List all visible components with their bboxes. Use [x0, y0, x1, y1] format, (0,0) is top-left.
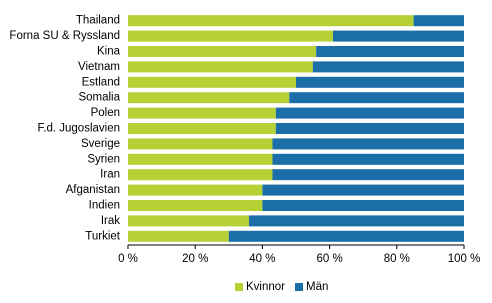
legend-label: Män: [306, 281, 328, 293]
y-tick-label: Kina: [97, 46, 121, 58]
bar-segment: [332, 30, 464, 42]
bar-segment: [228, 230, 464, 242]
bar-segment: [272, 138, 464, 150]
x-tick-label: 0 %: [118, 253, 138, 265]
bar-segment: [262, 184, 464, 196]
bar-segment: [128, 46, 317, 57]
bar-segment: [128, 200, 263, 211]
bar-segment: [128, 153, 273, 165]
y-tick-label: Sverige: [81, 138, 120, 150]
x-tick-label: 60 %: [316, 253, 342, 265]
bar-segment: [275, 107, 464, 119]
x-tick-label: 20 %: [182, 253, 208, 265]
legend-swatch: [295, 283, 303, 291]
bar-segment: [128, 169, 273, 181]
bar-segment: [128, 215, 249, 227]
bar-segment: [128, 61, 313, 73]
bar-segment: [275, 123, 464, 134]
legend-label: Kvinnor: [246, 281, 285, 293]
y-tick-label: Syrien: [87, 153, 120, 165]
bar-segment: [316, 46, 464, 57]
x-tick-label: 100 %: [448, 253, 481, 265]
bar-segment: [128, 107, 276, 119]
y-tick-label: Afganistan: [66, 184, 120, 196]
x-tick-label: 80 %: [384, 253, 410, 265]
y-tick-label: Forna SU & Ryssland: [9, 30, 120, 42]
bar-segment: [128, 138, 273, 150]
y-tick-label: Indien: [89, 200, 120, 212]
y-tick-label: F.d. Jugoslavien: [38, 123, 120, 135]
bar-segment: [312, 61, 464, 73]
bar-segment: [128, 92, 290, 104]
y-tick-label: Estland: [82, 76, 120, 88]
y-tick-label: Thailand: [76, 15, 120, 27]
bar-segment: [128, 184, 263, 196]
y-tick-label: Somalia: [78, 92, 120, 104]
x-tick-label: 40 %: [249, 253, 275, 265]
bar-segment: [296, 76, 464, 88]
bar-segment: [128, 123, 276, 134]
bar-segment: [248, 215, 464, 227]
y-tick-label: Iran: [100, 169, 120, 181]
y-tick-label: Irak: [101, 215, 120, 227]
bar-segment: [262, 200, 464, 211]
bar-segment: [272, 169, 464, 181]
legend-swatch: [235, 283, 243, 291]
bar-segment: [272, 153, 464, 165]
bar-segment: [128, 230, 229, 242]
y-tick-label: Turkiet: [85, 230, 121, 242]
bar-segment: [128, 76, 296, 88]
y-tick-label: Vietnam: [78, 61, 120, 73]
bar-segment: [413, 15, 464, 27]
bar-segment: [289, 92, 464, 104]
bar-segment: [128, 30, 333, 42]
y-tick-label: Polen: [91, 107, 120, 119]
bar-segment: [128, 15, 414, 27]
